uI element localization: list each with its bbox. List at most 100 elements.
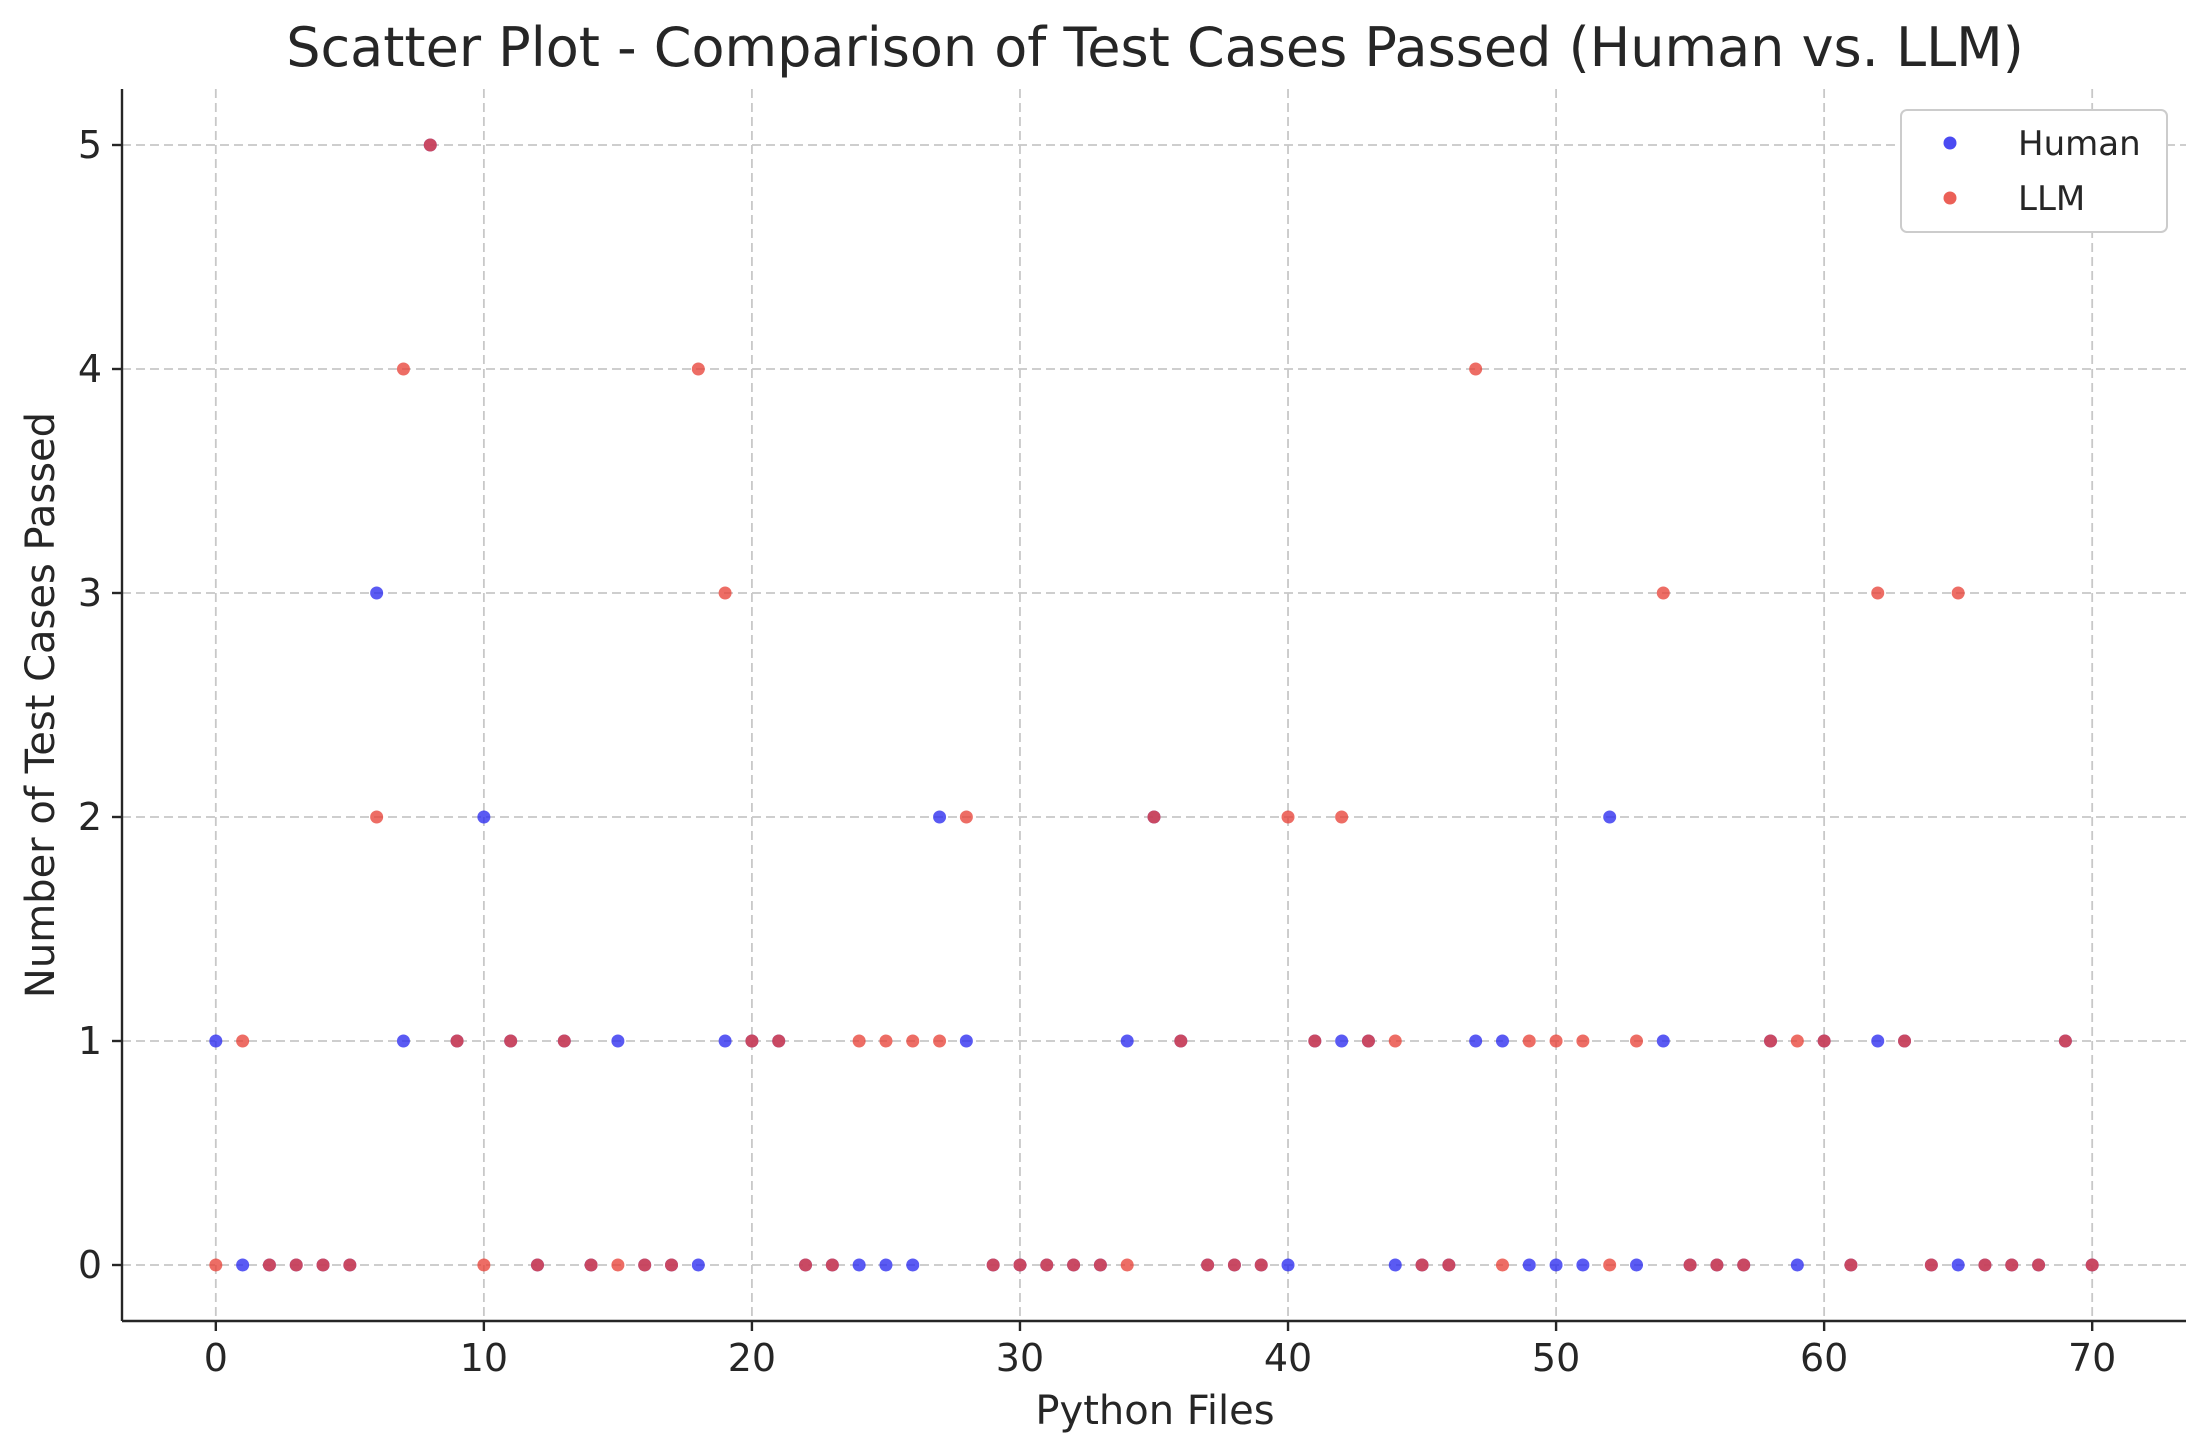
point-human bbox=[1656, 1034, 1670, 1048]
point-human bbox=[1388, 1258, 1402, 1272]
point-human bbox=[1495, 1034, 1509, 1048]
point-human bbox=[611, 1034, 625, 1048]
axes bbox=[112, 89, 2186, 1331]
point-llm bbox=[1040, 1258, 1054, 1272]
grid-lines bbox=[122, 89, 2186, 1321]
point-llm bbox=[530, 1258, 544, 1272]
point-llm bbox=[1978, 1258, 1992, 1272]
point-llm bbox=[986, 1258, 1000, 1272]
point-llm bbox=[825, 1258, 839, 1272]
point-llm bbox=[1415, 1258, 1429, 1272]
point-llm bbox=[611, 1258, 625, 1272]
point-human bbox=[933, 810, 947, 824]
y-tick-label: 4 bbox=[78, 347, 102, 391]
point-human bbox=[1629, 1258, 1643, 1272]
point-llm bbox=[1013, 1258, 1027, 1272]
point-llm bbox=[316, 1258, 330, 1272]
point-llm bbox=[1174, 1034, 1188, 1048]
point-llm bbox=[1093, 1258, 1107, 1272]
x-tick-label: 10 bbox=[460, 1336, 508, 1380]
point-human bbox=[691, 1258, 705, 1272]
point-llm bbox=[1495, 1258, 1509, 1272]
point-human bbox=[370, 586, 384, 600]
point-llm bbox=[1683, 1258, 1697, 1272]
point-llm bbox=[1951, 586, 1965, 600]
y-axis-label: Number of Test Cases Passed bbox=[18, 412, 64, 998]
point-llm bbox=[852, 1034, 866, 1048]
series-human bbox=[209, 138, 2099, 1272]
point-llm bbox=[718, 586, 732, 600]
point-llm bbox=[1710, 1258, 1724, 1272]
point-human bbox=[1549, 1258, 1563, 1272]
point-human bbox=[1871, 1034, 1885, 1048]
point-human bbox=[396, 1034, 410, 1048]
point-human bbox=[1120, 1034, 1134, 1048]
point-human bbox=[209, 1034, 223, 1048]
point-llm bbox=[343, 1258, 357, 1272]
point-llm bbox=[2005, 1258, 2019, 1272]
point-llm bbox=[584, 1258, 598, 1272]
point-llm bbox=[1790, 1034, 1804, 1048]
point-llm bbox=[933, 1034, 947, 1048]
point-llm bbox=[1147, 810, 1161, 824]
point-human bbox=[1951, 1258, 1965, 1272]
point-llm bbox=[370, 810, 384, 824]
point-human bbox=[1790, 1258, 1804, 1272]
data-points bbox=[209, 138, 2099, 1272]
point-llm bbox=[1442, 1258, 1456, 1272]
chart-title: Scatter Plot - Comparison of Test Cases … bbox=[286, 16, 2024, 79]
point-llm bbox=[1308, 1034, 1322, 1048]
point-llm bbox=[477, 1258, 491, 1272]
point-llm bbox=[557, 1034, 571, 1048]
y-tick-label: 5 bbox=[78, 123, 102, 167]
point-llm bbox=[1067, 1258, 1081, 1272]
point-llm bbox=[1549, 1034, 1563, 1048]
legend-marker-llm bbox=[1943, 191, 1957, 205]
x-axis-label: Python Files bbox=[1035, 1388, 1274, 1434]
tick-labels: 0 10 20 30 40 50 60 70 0 1 2 3 4 5 bbox=[78, 123, 2117, 1380]
point-llm bbox=[1871, 586, 1885, 600]
point-llm bbox=[691, 362, 705, 376]
x-tick-label: 20 bbox=[728, 1336, 776, 1380]
x-tick-label: 50 bbox=[1532, 1336, 1580, 1380]
point-human bbox=[959, 1034, 973, 1048]
point-human bbox=[1603, 810, 1617, 824]
point-llm bbox=[1254, 1258, 1268, 1272]
point-llm bbox=[1388, 1034, 1402, 1048]
point-llm bbox=[638, 1258, 652, 1272]
point-llm bbox=[1522, 1034, 1536, 1048]
point-llm bbox=[236, 1034, 250, 1048]
point-llm bbox=[799, 1258, 813, 1272]
point-human bbox=[879, 1258, 893, 1272]
point-human bbox=[718, 1034, 732, 1048]
point-human bbox=[1522, 1258, 1536, 1272]
point-llm bbox=[2085, 1258, 2099, 1272]
point-llm bbox=[772, 1034, 786, 1048]
point-llm bbox=[450, 1034, 464, 1048]
x-tick-label: 70 bbox=[2068, 1336, 2116, 1380]
point-llm bbox=[1201, 1258, 1215, 1272]
point-llm bbox=[1227, 1258, 1241, 1272]
point-llm bbox=[1576, 1034, 1590, 1048]
point-llm bbox=[1281, 810, 1295, 824]
point-llm bbox=[1817, 1034, 1831, 1048]
point-llm bbox=[396, 362, 410, 376]
point-human bbox=[1576, 1258, 1590, 1272]
point-llm bbox=[665, 1258, 679, 1272]
point-llm bbox=[1764, 1034, 1778, 1048]
y-tick-label: 1 bbox=[78, 1019, 102, 1063]
x-tick-label: 60 bbox=[1800, 1336, 1848, 1380]
legend: Human LLM bbox=[1900, 109, 2168, 233]
x-tick-label: 0 bbox=[204, 1336, 228, 1380]
y-tick-label: 3 bbox=[78, 571, 102, 615]
point-llm bbox=[1629, 1034, 1643, 1048]
point-human bbox=[477, 810, 491, 824]
x-tick-label: 40 bbox=[1264, 1336, 1312, 1380]
point-llm bbox=[906, 1034, 920, 1048]
legend-label-human: Human bbox=[2018, 124, 2141, 164]
point-llm bbox=[2032, 1258, 2046, 1272]
point-llm bbox=[1335, 810, 1349, 824]
x-tick-label: 30 bbox=[996, 1336, 1044, 1380]
point-llm bbox=[879, 1034, 893, 1048]
